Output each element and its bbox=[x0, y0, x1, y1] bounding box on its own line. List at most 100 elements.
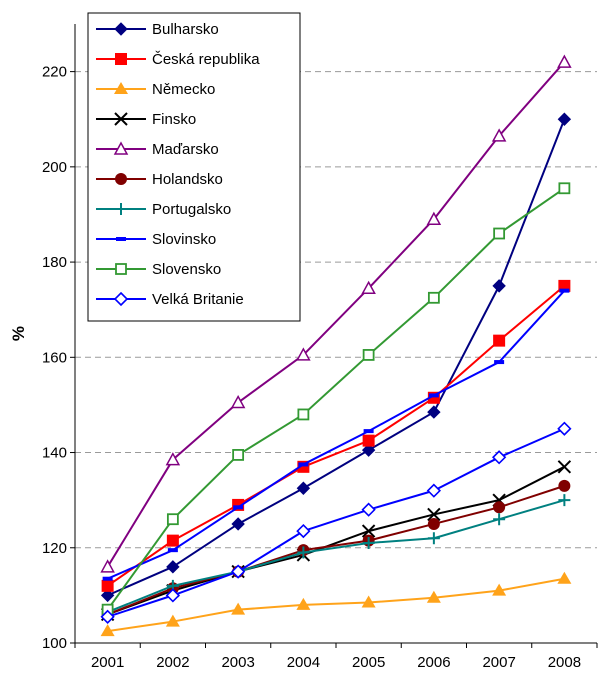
data-point-marker bbox=[165, 614, 180, 627]
data-point-marker bbox=[427, 507, 441, 522]
data-point-marker bbox=[361, 502, 376, 517]
y-tick-label: 220 bbox=[42, 64, 67, 81]
data-point-marker bbox=[559, 288, 570, 293]
data-point-marker bbox=[493, 334, 506, 347]
legend-item: Německo bbox=[96, 81, 215, 98]
data-point-marker bbox=[492, 583, 507, 596]
legend-label: Finsko bbox=[152, 111, 196, 128]
series-německo bbox=[100, 571, 572, 637]
legend-label: Česká republika bbox=[152, 51, 260, 68]
data-point-marker bbox=[165, 452, 181, 466]
data-point-marker bbox=[427, 532, 440, 545]
series-line bbox=[107, 577, 565, 633]
data-point-marker bbox=[115, 203, 127, 215]
series-česká-republika bbox=[101, 279, 571, 592]
data-point-marker bbox=[166, 534, 179, 547]
data-point-marker bbox=[361, 443, 376, 457]
y-tick-label: 100 bbox=[42, 635, 67, 652]
y-axis-title: % bbox=[9, 326, 28, 341]
legend-item: Finsko bbox=[96, 111, 196, 128]
data-point-marker bbox=[113, 141, 129, 155]
legend-item: Slovinsko bbox=[96, 231, 216, 248]
data-point-marker bbox=[557, 460, 572, 474]
x-tick-label: 2005 bbox=[352, 654, 385, 671]
data-point-marker bbox=[114, 22, 128, 36]
legend-item: Maďarsko bbox=[96, 141, 219, 158]
data-point-marker bbox=[427, 517, 440, 530]
legend-label: Holandsko bbox=[152, 171, 223, 188]
series-slovensko bbox=[101, 182, 571, 616]
data-point-marker bbox=[361, 595, 376, 608]
data-point-marker bbox=[115, 173, 127, 185]
series-maďarsko bbox=[100, 54, 572, 573]
x-tick-label: 2001 bbox=[91, 654, 124, 671]
series-bulharsko bbox=[100, 112, 572, 603]
data-point-marker bbox=[100, 609, 115, 624]
legend: Bulharsko Česká republika Německo Finsko Maď… bbox=[87, 12, 301, 322]
series-line bbox=[107, 427, 565, 618]
x-tick-label: 2006 bbox=[417, 654, 450, 671]
data-point-marker bbox=[558, 479, 571, 492]
legend-label: Slovensko bbox=[152, 261, 221, 278]
data-point-marker bbox=[296, 347, 311, 361]
series-portugalsko bbox=[101, 494, 571, 619]
data-point-marker bbox=[557, 112, 572, 126]
data-point-marker bbox=[231, 602, 246, 615]
data-point-marker bbox=[167, 548, 178, 553]
data-point-marker bbox=[296, 481, 311, 495]
data-point-marker bbox=[362, 537, 375, 550]
data-point-marker bbox=[296, 597, 311, 610]
x-tick-label: 2003 bbox=[221, 654, 254, 671]
data-point-marker bbox=[114, 112, 128, 126]
data-point-marker bbox=[361, 280, 376, 295]
x-tick-label: 2008 bbox=[548, 654, 581, 671]
legend-label: Bulharsko bbox=[152, 21, 219, 38]
data-point-marker bbox=[428, 393, 439, 398]
legend-label: Velká Britanie bbox=[152, 291, 244, 308]
data-point-marker bbox=[426, 590, 441, 603]
series-line bbox=[107, 289, 566, 580]
y-tick-label: 120 bbox=[42, 540, 67, 557]
x-tick-label: 2007 bbox=[482, 654, 515, 671]
series-slovinsko bbox=[102, 288, 570, 581]
data-point-marker bbox=[102, 576, 113, 581]
data-point-marker bbox=[426, 211, 442, 225]
legend-label: Portugalsko bbox=[152, 201, 231, 218]
data-point-marker bbox=[100, 588, 115, 603]
data-point-marker bbox=[427, 291, 440, 304]
series-line bbox=[107, 484, 565, 616]
y-tick-label: 140 bbox=[42, 445, 67, 462]
data-point-marker bbox=[493, 501, 506, 514]
data-point-marker bbox=[558, 494, 571, 507]
data-point-marker bbox=[362, 434, 375, 447]
series-line bbox=[107, 465, 565, 616]
data-point-marker bbox=[363, 429, 374, 434]
data-point-marker bbox=[494, 360, 505, 365]
data-point-marker bbox=[557, 54, 572, 68]
data-point-marker bbox=[114, 82, 128, 94]
series-line bbox=[107, 499, 565, 613]
data-point-marker bbox=[166, 513, 179, 526]
data-point-marker bbox=[297, 408, 310, 421]
y-tick-label: 200 bbox=[42, 159, 67, 176]
legend-item: Bulharsko bbox=[96, 21, 219, 38]
data-point-marker bbox=[230, 564, 246, 579]
data-point-marker bbox=[233, 505, 244, 510]
data-point-marker bbox=[115, 53, 127, 65]
data-point-marker bbox=[491, 450, 507, 465]
data-point-marker bbox=[232, 449, 245, 461]
legend-label: Německo bbox=[152, 81, 215, 98]
data-point-marker bbox=[362, 349, 375, 361]
x-tick-label: 2002 bbox=[156, 654, 189, 671]
data-point-marker bbox=[115, 263, 127, 275]
data-point-marker bbox=[493, 513, 506, 526]
data-point-marker bbox=[100, 559, 115, 573]
legend-item: Česká republika bbox=[96, 51, 260, 68]
series-line bbox=[106, 61, 566, 568]
data-point-marker bbox=[557, 421, 572, 436]
y-tick-label: 160 bbox=[42, 349, 67, 366]
y-tick-label: 180 bbox=[42, 254, 67, 271]
series-line bbox=[106, 187, 565, 611]
data-point-marker bbox=[116, 237, 126, 241]
data-point-marker bbox=[230, 394, 246, 409]
